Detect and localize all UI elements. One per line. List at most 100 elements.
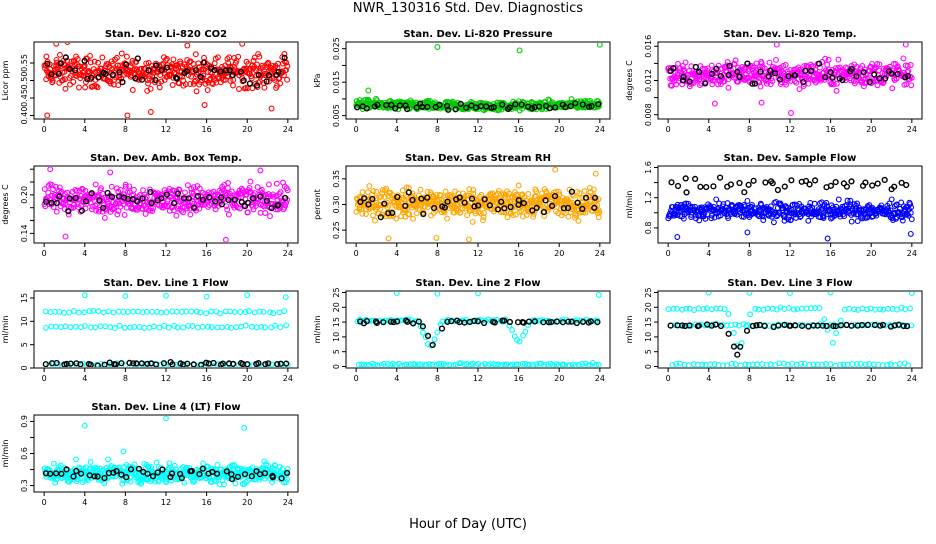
mean-point [134, 198, 141, 205]
data-point [232, 480, 239, 487]
mean-point [415, 318, 422, 325]
mean-point [879, 321, 887, 329]
mean-point [708, 70, 716, 78]
mean-point [58, 470, 65, 477]
mean-point [410, 320, 417, 327]
mean-point [418, 195, 425, 202]
mean-point [101, 361, 108, 367]
mean-point [163, 191, 171, 198]
data-point [174, 194, 181, 201]
mean-point [153, 361, 160, 367]
mean-point [474, 318, 482, 325]
data-point [359, 210, 366, 217]
data-point [130, 186, 137, 193]
x-tick-label: 4 [82, 125, 87, 134]
mean-point [871, 71, 878, 78]
y-tick-label: 0.008 [644, 103, 653, 126]
y-tick-label: 1.2 [644, 191, 653, 204]
mean-point [87, 361, 94, 367]
data-point [67, 324, 74, 331]
mean-point [670, 64, 677, 72]
data-point [876, 61, 883, 68]
mean-point [806, 181, 813, 188]
mean-point [135, 465, 143, 472]
data-point [744, 197, 751, 204]
data-point [138, 363, 145, 367]
data-point [572, 362, 579, 367]
data-point [552, 167, 559, 173]
data-point [810, 361, 817, 367]
data-point [241, 424, 248, 431]
data-point [526, 361, 533, 367]
data-point [480, 217, 486, 224]
data-point [385, 235, 392, 242]
data-point [265, 181, 272, 188]
mean-point [173, 75, 181, 82]
y-tick-label: 0.25 [332, 221, 341, 239]
mean-point [109, 71, 116, 79]
data-point [513, 361, 520, 367]
points-temp [665, 43, 915, 116]
mean-point [749, 322, 757, 330]
data-point [732, 321, 739, 328]
mean-point [461, 199, 468, 206]
mean-point [56, 193, 63, 200]
data-point [219, 324, 225, 331]
mean-point [572, 100, 579, 107]
data-point [544, 361, 551, 367]
mean-point [579, 205, 586, 213]
x-tick-label: 16 [202, 125, 212, 134]
data-point [854, 360, 860, 367]
mean-point [100, 204, 107, 212]
data-point [392, 361, 399, 367]
data-point [908, 292, 915, 297]
data-point [281, 51, 288, 57]
data-point [81, 292, 88, 299]
mean-point [840, 180, 848, 187]
mean-point [520, 200, 527, 207]
data-point [249, 203, 256, 210]
x-tick-label: 16 [202, 498, 212, 507]
mean-point [127, 466, 135, 473]
data-point [832, 65, 839, 72]
mean-point [751, 80, 759, 87]
mean-point [389, 209, 396, 217]
data-point [185, 202, 192, 209]
data-point [444, 215, 451, 222]
x-tick-label: 4 [82, 374, 87, 383]
data-point [695, 305, 702, 312]
mean-point [404, 105, 411, 113]
data-point [841, 213, 848, 220]
data-point [794, 306, 801, 313]
data-point [141, 325, 148, 331]
data-point [174, 324, 181, 331]
mean-point [582, 194, 590, 201]
data-point [93, 83, 100, 90]
data-point [182, 81, 189, 88]
mean-point [815, 60, 823, 67]
mean-point [138, 360, 145, 367]
data-point [107, 169, 114, 176]
data-point [199, 323, 206, 330]
x-tick-label: 24 [907, 249, 917, 258]
y-tick-label: 0.35 [332, 170, 341, 188]
mean-point [882, 75, 889, 82]
mean-point [734, 68, 741, 76]
data-point [457, 360, 464, 367]
data-point [515, 182, 522, 189]
data-point [569, 191, 576, 198]
mean-point [424, 332, 432, 340]
data-point [796, 86, 803, 93]
mean-point [888, 70, 895, 77]
data-point [122, 183, 129, 190]
mean-point [169, 361, 176, 367]
data-point [248, 323, 255, 330]
data-point [816, 305, 823, 312]
mean-point [781, 183, 788, 190]
x-tick-label: 12 [785, 125, 795, 134]
data-point [874, 82, 881, 89]
mean-point [900, 322, 907, 330]
data-point [62, 233, 69, 240]
y-tick-label: 0 [644, 364, 653, 369]
data-point [899, 217, 906, 224]
